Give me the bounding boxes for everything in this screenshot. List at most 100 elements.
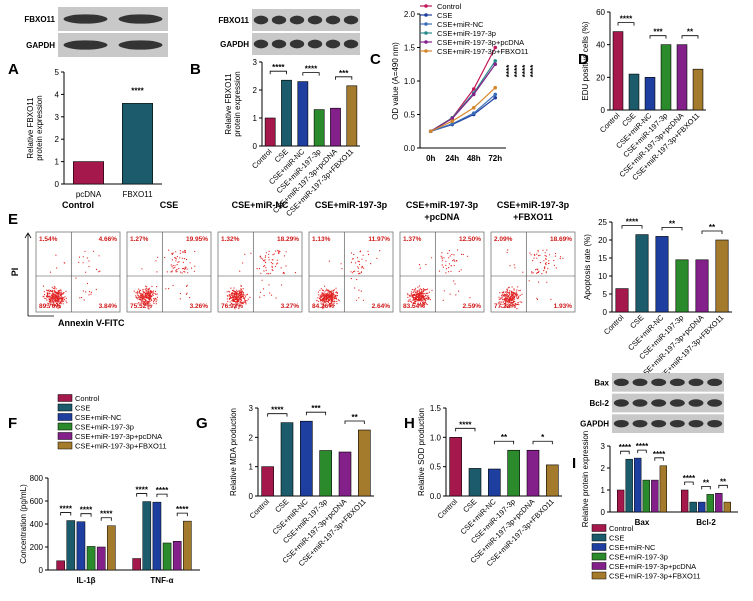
bar xyxy=(488,468,501,497)
legend-swatch xyxy=(57,441,73,450)
event-dot xyxy=(427,288,429,290)
event-dot xyxy=(269,292,271,294)
y-tick-label: 2 xyxy=(55,135,60,144)
legend-marker xyxy=(424,13,428,17)
event-dot xyxy=(350,252,353,254)
event-dot xyxy=(340,263,342,265)
event-dot xyxy=(153,299,155,302)
event-dot xyxy=(415,287,417,289)
bar xyxy=(66,520,76,571)
event-dot xyxy=(513,300,515,302)
event-dot xyxy=(424,289,426,291)
event-dot xyxy=(49,296,51,298)
event-dot xyxy=(65,300,67,302)
event-dot xyxy=(150,295,152,297)
event-dot xyxy=(412,296,414,299)
event-dot xyxy=(240,294,242,296)
event-dot xyxy=(418,289,420,291)
event-dot xyxy=(442,260,444,262)
event-dot xyxy=(421,293,423,295)
event-dot xyxy=(150,298,152,300)
event-dot xyxy=(227,300,229,303)
event-dot xyxy=(55,292,57,294)
event-dot xyxy=(140,296,142,299)
event-dot xyxy=(145,290,147,292)
event-dot xyxy=(508,305,510,307)
event-dot xyxy=(234,296,236,298)
event-dot xyxy=(138,299,140,301)
bar xyxy=(330,107,341,147)
legend-label: CSE+miR-197-3p+FBXO11 xyxy=(75,442,167,451)
event-dot xyxy=(329,291,331,293)
event-dot xyxy=(239,296,241,298)
event-dot xyxy=(318,300,320,302)
event-dot xyxy=(328,295,330,297)
event-dot xyxy=(61,300,63,302)
event-dot xyxy=(359,263,361,266)
event-dot xyxy=(276,259,278,261)
event-dot xyxy=(501,293,503,295)
event-dot xyxy=(411,301,413,303)
event-dot xyxy=(231,289,234,292)
event-dot xyxy=(49,301,51,303)
event-dot xyxy=(172,284,174,287)
event-dot xyxy=(152,290,155,292)
event-dot xyxy=(84,250,86,252)
event-dot xyxy=(174,265,176,267)
quadrant-events xyxy=(133,285,158,310)
event-dot xyxy=(245,300,247,302)
legend-label: Control xyxy=(75,394,100,403)
line xyxy=(430,87,496,132)
event-dot xyxy=(144,302,146,304)
event-dot xyxy=(518,297,520,299)
event-dot xyxy=(238,299,240,302)
event-dot xyxy=(272,254,274,256)
event-dot xyxy=(421,298,423,300)
event-dot xyxy=(181,272,183,274)
event-dot xyxy=(144,296,146,298)
event-dot xyxy=(246,294,248,296)
event-dot xyxy=(149,292,151,294)
flow-plot-frame xyxy=(217,231,303,313)
event-dot xyxy=(142,298,144,300)
event-dot xyxy=(427,292,429,294)
event-dot xyxy=(358,289,360,291)
event-dot xyxy=(323,299,325,301)
blot-band xyxy=(688,399,704,407)
event-dot xyxy=(332,291,334,293)
event-dot xyxy=(513,297,515,299)
event-dot xyxy=(329,292,331,294)
event-dot xyxy=(512,295,514,297)
line xyxy=(430,63,496,132)
legend-label: CSE+miR-197-3p+pcDNA xyxy=(437,38,524,47)
event-dot xyxy=(443,257,445,259)
event-dot xyxy=(88,265,90,268)
event-dot xyxy=(500,301,502,303)
event-dot xyxy=(330,302,333,304)
event-dot xyxy=(155,301,157,303)
event-dot xyxy=(501,294,503,297)
event-dot xyxy=(50,297,52,299)
event-dot xyxy=(148,294,150,296)
legend-swatch xyxy=(591,562,607,570)
legend-swatch xyxy=(591,533,607,542)
event-dot xyxy=(55,254,57,256)
event-dot xyxy=(262,288,265,290)
event-dot xyxy=(498,296,500,298)
legend-marker xyxy=(424,40,428,44)
event-dot xyxy=(331,290,333,292)
event-dot xyxy=(271,266,273,268)
event-dot xyxy=(414,289,416,291)
event-dot xyxy=(182,261,184,263)
event-dot xyxy=(505,299,507,301)
event-dot xyxy=(417,300,419,302)
event-dot xyxy=(419,288,421,290)
event-dot xyxy=(423,301,425,303)
event-dot xyxy=(357,260,359,262)
event-dot xyxy=(511,296,513,299)
event-dot xyxy=(333,289,335,291)
event-dot xyxy=(143,298,145,300)
event-dot xyxy=(264,255,267,257)
event-dot xyxy=(420,292,422,295)
event-dot xyxy=(356,278,358,281)
